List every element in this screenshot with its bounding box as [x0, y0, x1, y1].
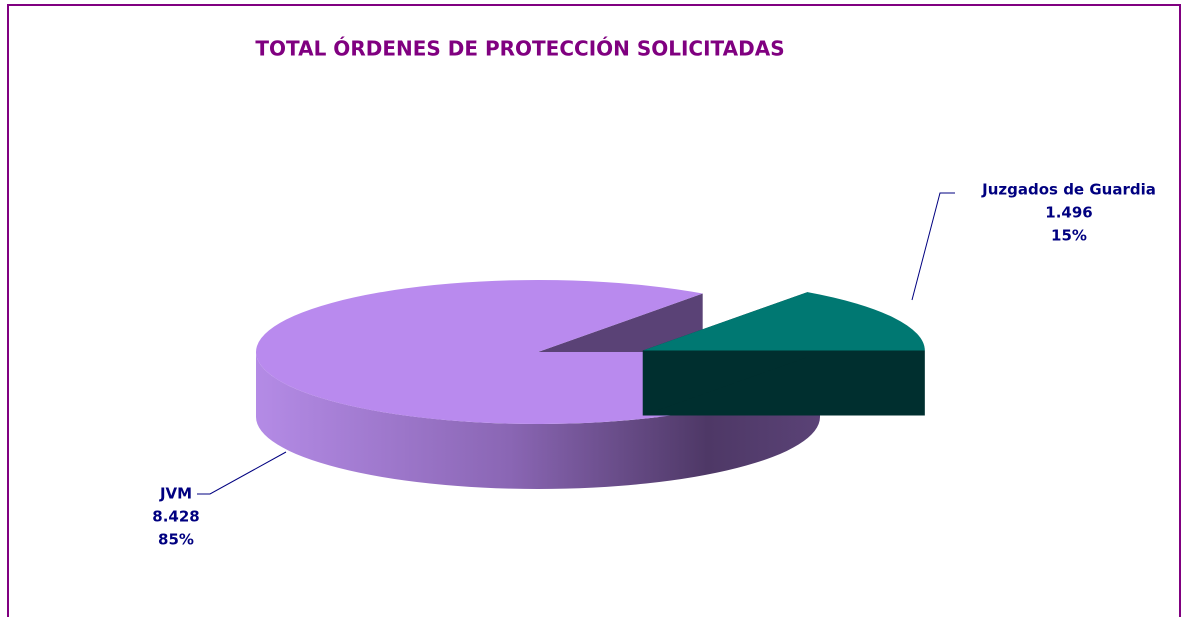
percent-label: 85%	[158, 531, 194, 549]
value-label: 8.428	[152, 508, 199, 526]
slice-label: Juzgados de Guardia	[981, 181, 1156, 199]
leader-line	[197, 451, 287, 495]
chart-title: TOTAL ÓRDENES DE PROTECCIÓN SOLICITADAS	[255, 37, 784, 61]
pie	[255, 279, 925, 489]
leader-line	[911, 192, 955, 301]
percent-label: 15%	[1051, 227, 1087, 245]
slice-side	[256, 352, 820, 489]
frame	[7, 4, 1181, 617]
value-label: 1.496	[1045, 204, 1092, 222]
slice-label: JVM	[159, 485, 192, 503]
slice	[642, 292, 925, 351]
